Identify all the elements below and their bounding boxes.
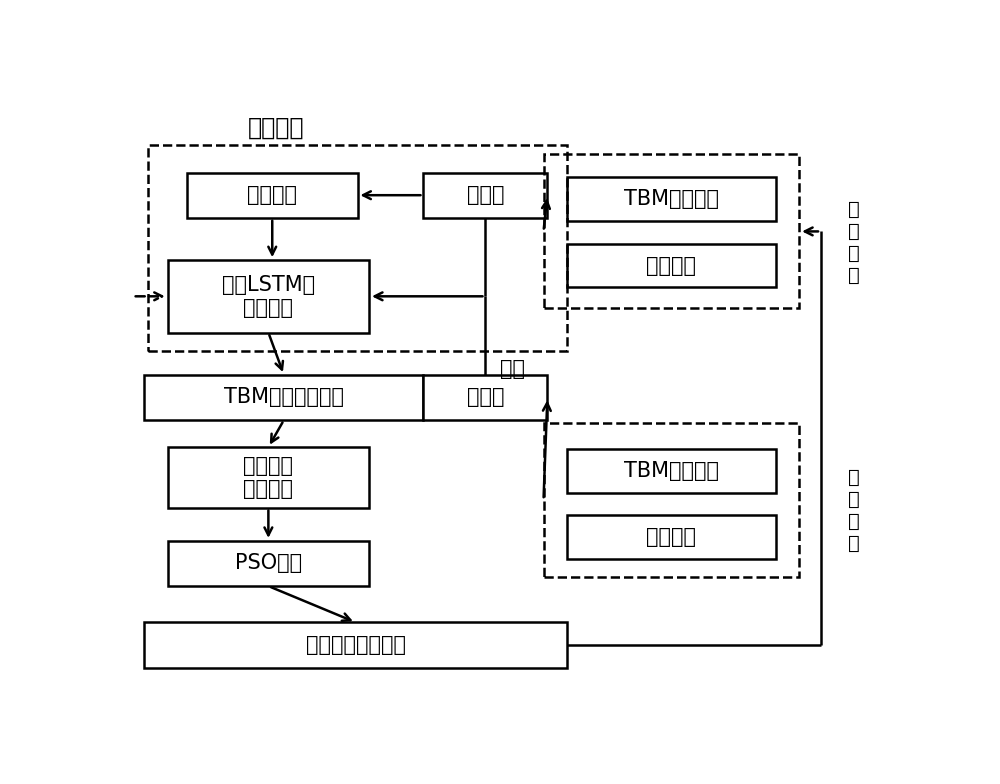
FancyBboxPatch shape <box>567 177 776 221</box>
Text: 基于LSTM的
堆叠模型: 基于LSTM的 堆叠模型 <box>222 274 315 318</box>
Text: 新
增
数
据: 新 增 数 据 <box>848 199 859 285</box>
FancyBboxPatch shape <box>144 375 423 420</box>
Text: TBM掘进参数: TBM掘进参数 <box>624 461 719 481</box>
Text: 控制参数
建议区间: 控制参数 建议区间 <box>243 456 293 499</box>
FancyBboxPatch shape <box>567 244 776 287</box>
Text: TBM掘进参数: TBM掘进参数 <box>624 189 719 209</box>
FancyBboxPatch shape <box>168 260 369 332</box>
Text: 历
史
数
据: 历 史 数 据 <box>848 468 859 554</box>
Text: 预处理: 预处理 <box>467 387 504 408</box>
FancyBboxPatch shape <box>187 172 358 218</box>
FancyBboxPatch shape <box>423 375 547 420</box>
Text: TBM掘进控制参数: TBM掘进控制参数 <box>224 387 344 408</box>
FancyBboxPatch shape <box>144 622 567 668</box>
FancyBboxPatch shape <box>567 449 776 492</box>
Text: 训练: 训练 <box>500 359 525 379</box>
Text: 增量训练: 增量训练 <box>248 115 304 140</box>
FancyBboxPatch shape <box>168 447 369 507</box>
Text: 预处理: 预处理 <box>467 185 504 205</box>
FancyBboxPatch shape <box>567 515 776 559</box>
FancyBboxPatch shape <box>423 172 547 218</box>
Text: 刀盘振动: 刀盘振动 <box>646 256 696 275</box>
Text: 最优掘进控制参数: 最优掘进控制参数 <box>306 635 406 655</box>
FancyBboxPatch shape <box>168 541 369 586</box>
Text: 输入参数: 输入参数 <box>247 185 297 205</box>
Text: PSO算法: PSO算法 <box>235 554 302 573</box>
Text: 刀盘振动: 刀盘振动 <box>646 527 696 547</box>
